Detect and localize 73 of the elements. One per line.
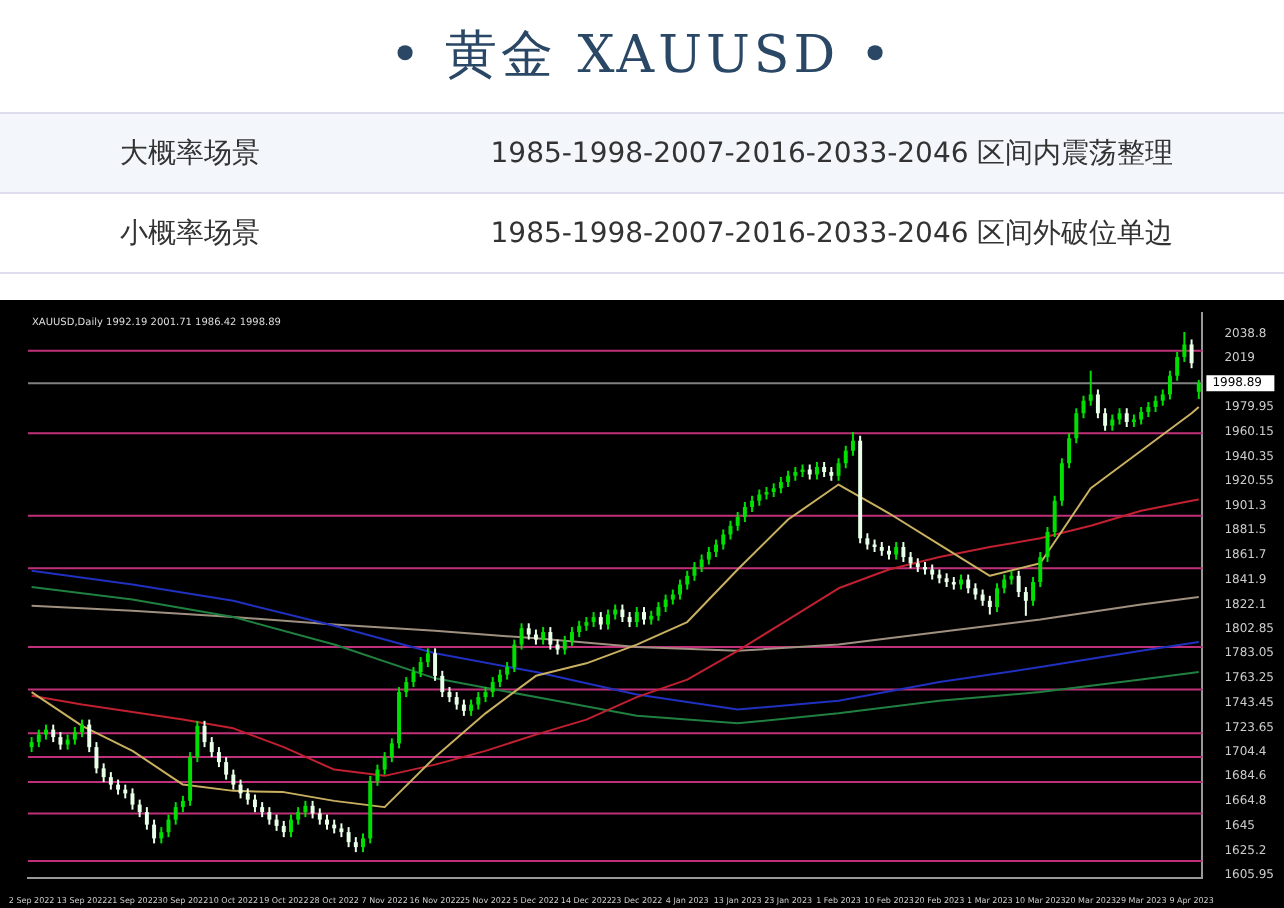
candlestick bbox=[678, 578, 683, 601]
candlestick bbox=[1095, 388, 1100, 420]
candlestick bbox=[901, 541, 906, 564]
text: 1985-1998-2007-2016-2033-2046 区间内震荡整理 bbox=[380, 114, 1284, 193]
candlestick bbox=[404, 676, 409, 699]
candlestick bbox=[1002, 573, 1007, 595]
candlestick bbox=[1074, 407, 1079, 445]
candlestick bbox=[288, 813, 293, 839]
text: 小概率场景 bbox=[0, 193, 380, 273]
candlestick bbox=[519, 622, 524, 651]
candlestick bbox=[1052, 494, 1057, 539]
candlestick bbox=[1182, 330, 1187, 363]
candlestick bbox=[562, 634, 567, 656]
candlestick bbox=[173, 801, 178, 826]
candlestick bbox=[728, 519, 733, 541]
candlestick bbox=[1088, 369, 1093, 407]
candlestick bbox=[1167, 369, 1172, 401]
candlestick bbox=[656, 601, 661, 622]
candlestick bbox=[389, 737, 394, 764]
candlestick bbox=[995, 582, 1000, 614]
candlestick bbox=[1103, 407, 1108, 432]
candlestick bbox=[425, 647, 430, 669]
candlestick bbox=[836, 457, 841, 482]
candlestick bbox=[966, 573, 971, 595]
candlestick bbox=[685, 569, 690, 591]
candlestick bbox=[1067, 432, 1072, 470]
candlestick bbox=[382, 751, 387, 776]
candlestick bbox=[1196, 378, 1201, 400]
candlestick bbox=[1038, 551, 1043, 589]
candlestick bbox=[195, 719, 200, 764]
candlestick bbox=[375, 763, 380, 787]
candlestick bbox=[634, 606, 639, 629]
candlestick bbox=[411, 666, 416, 689]
candlestick bbox=[569, 626, 574, 647]
candlestick bbox=[1016, 569, 1021, 599]
candlestick bbox=[1023, 586, 1028, 617]
candlestick bbox=[440, 669, 445, 699]
candlestick bbox=[1045, 526, 1050, 564]
candlestick bbox=[144, 806, 149, 831]
candlestick bbox=[94, 741, 99, 775]
candlestick bbox=[721, 528, 726, 551]
candlestick bbox=[548, 626, 553, 651]
candlestick bbox=[231, 768, 236, 791]
candlestick bbox=[224, 756, 229, 781]
candlestick bbox=[692, 561, 697, 582]
candlestick bbox=[742, 501, 747, 524]
candlestick bbox=[346, 826, 351, 849]
candlestick bbox=[216, 746, 221, 769]
candlestick bbox=[1175, 350, 1180, 382]
text: 1985-1998-2007-2016-2033-2046 区间外破位单边 bbox=[380, 193, 1284, 273]
candlestick bbox=[101, 762, 106, 784]
candlestick bbox=[188, 751, 193, 807]
candlestick bbox=[361, 832, 365, 854]
candlestick bbox=[1059, 457, 1064, 507]
candlestick bbox=[987, 594, 992, 616]
candlestick bbox=[850, 430, 855, 457]
candlestick bbox=[433, 647, 438, 682]
candlestick bbox=[209, 736, 214, 759]
candlestick bbox=[843, 444, 848, 470]
candlestick bbox=[152, 818, 157, 845]
chart-title: • 黄金 XAUUSD • bbox=[0, 0, 1284, 114]
candlestick bbox=[130, 787, 135, 811]
candlestick bbox=[490, 676, 495, 699]
candlestick bbox=[238, 778, 243, 800]
candlestick bbox=[512, 638, 517, 674]
candlestick bbox=[735, 511, 740, 532]
candlestick bbox=[1031, 576, 1036, 607]
text: 大概率场景 bbox=[0, 114, 380, 193]
candlestick bbox=[1189, 338, 1194, 370]
candlestick bbox=[418, 656, 423, 679]
candlestick bbox=[1124, 407, 1129, 428]
candlestick bbox=[606, 608, 610, 631]
candlestick bbox=[87, 718, 92, 754]
